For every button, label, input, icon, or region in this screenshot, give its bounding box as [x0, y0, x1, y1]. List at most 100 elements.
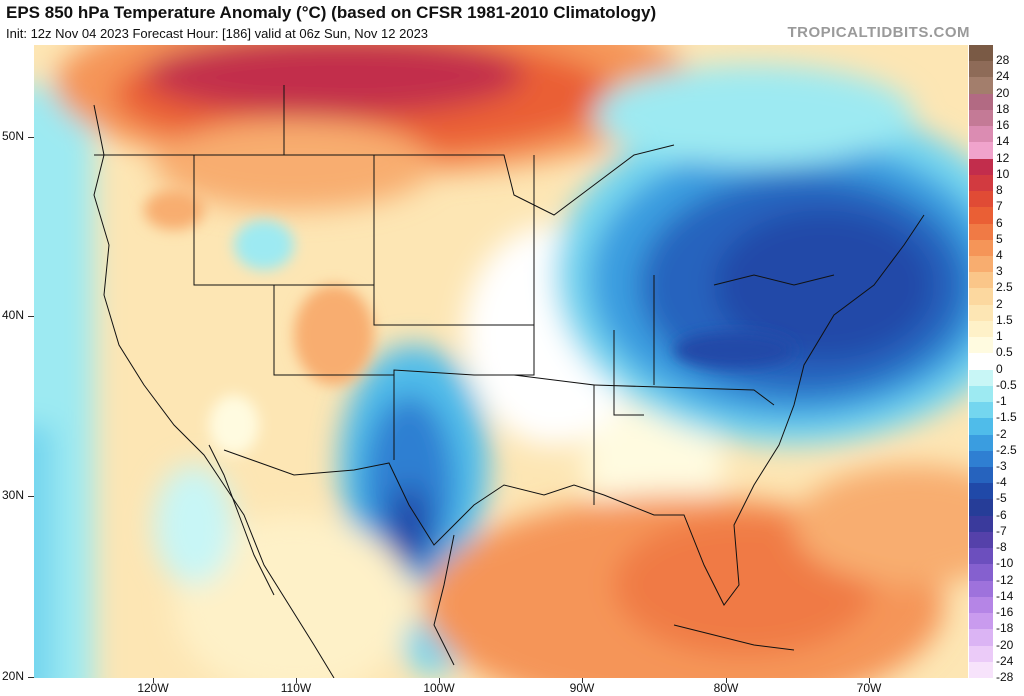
colorbar-swatch	[969, 499, 993, 517]
colorbar-label: 7	[996, 199, 1003, 214]
colorbar-label: 8	[996, 183, 1003, 198]
colorbar-label: -3	[996, 459, 1007, 473]
colorbar-swatch	[969, 288, 993, 306]
colorbar-label: 0.5	[996, 345, 1013, 360]
colorbar-swatch	[969, 515, 993, 533]
colorbar-swatch	[969, 61, 993, 78]
lat-label: 40N	[2, 308, 25, 322]
colorbar-label: -1.5	[996, 410, 1017, 425]
colorbar-swatch	[969, 109, 993, 127]
colorbar-label: 28	[996, 53, 1010, 68]
colorbar-swatch	[969, 385, 993, 403]
colorbar-label: 12	[996, 150, 1010, 165]
colorbar-swatch	[969, 483, 993, 500]
anomaly-map	[34, 45, 968, 678]
colorbar-label: 14	[996, 134, 1010, 149]
colorbar-swatch	[969, 661, 993, 679]
colorbar-label: -12	[996, 572, 1014, 587]
colorbar-label: 16	[996, 118, 1010, 133]
lat-tick	[28, 137, 34, 138]
lon-label: 100W	[423, 681, 455, 695]
lon-label: 120W	[137, 681, 169, 695]
colorbar-swatch	[969, 223, 993, 241]
colorbar-swatch	[969, 207, 993, 225]
colorbar-label: -24	[996, 653, 1014, 668]
colorbar-swatch	[969, 434, 993, 452]
colorbar-swatch	[969, 629, 993, 647]
colorbar-label: 2.5	[996, 280, 1013, 295]
lat-label: 30N	[2, 488, 25, 502]
colorbar-swatch	[969, 531, 993, 549]
lon-tick	[869, 678, 870, 683]
colorbar-swatch	[969, 402, 993, 419]
colorbar-label: -14	[996, 588, 1014, 603]
colorbar-label: -18	[996, 621, 1014, 636]
colorbar-swatch	[969, 158, 993, 176]
colorbar-swatch	[969, 645, 993, 663]
lat-tick	[28, 316, 34, 317]
colorbar-label: -7	[996, 523, 1007, 538]
colorbar-label: -6	[996, 507, 1007, 522]
colorbar-label: -1	[996, 394, 1007, 409]
anomaly-map-canvas	[34, 45, 968, 678]
lon-label: 90W	[569, 681, 595, 695]
lat-label: 20N	[2, 669, 25, 683]
lon-tick	[153, 678, 154, 683]
lon-tick	[439, 678, 440, 683]
colorbar-label: -4	[996, 475, 1007, 490]
colorbar-label: -20	[996, 637, 1014, 652]
colorbar-label: 0	[996, 361, 1003, 376]
lon-label: 110W	[280, 681, 312, 695]
colorbar-swatch	[969, 467, 993, 484]
forecast-info: Init: 12z Nov 04 2023 Forecast Hour: [18…	[6, 26, 429, 41]
colorbar-label: 2	[996, 296, 1003, 311]
colorbar-swatch	[969, 126, 993, 143]
colorbar-label: 20	[996, 85, 1010, 100]
site-watermark: TROPICALTIDBITS.COM	[787, 24, 970, 41]
lon-tick	[296, 678, 297, 683]
map-title: EPS 850 hPa Temperature Anomaly (°C) (ba…	[6, 3, 657, 22]
colorbar-swatch	[969, 77, 993, 95]
colorbar-label: 6	[996, 215, 1003, 230]
lon-tick	[582, 678, 583, 683]
colorbar-swatch	[969, 548, 993, 565]
colorbar-label: 4	[996, 248, 1003, 262]
colorbar-swatch	[969, 596, 993, 614]
colorbar-label: -0.5	[996, 377, 1017, 392]
colorbar-label: 1.5	[996, 312, 1013, 327]
colorbar-label: 18	[996, 101, 1010, 116]
colorbar-swatch	[969, 353, 993, 371]
lat-tick	[28, 677, 34, 678]
colorbar-swatch	[969, 613, 993, 630]
colorbar-swatch	[969, 304, 993, 322]
colorbar-swatch	[969, 580, 993, 598]
colorbar-swatch	[969, 191, 993, 208]
colorbar-label: -2.5	[996, 442, 1017, 457]
anomaly-detail	[144, 190, 794, 455]
colorbar-label: -16	[996, 605, 1014, 620]
colorbar-swatch	[969, 174, 993, 192]
colorbar-swatch	[969, 418, 993, 436]
colorbar-label: 5	[996, 231, 1003, 246]
colorbar-swatch	[969, 320, 993, 338]
colorbar	[969, 45, 993, 679]
colorbar-swatch	[969, 272, 993, 289]
colorbar-label: 1	[996, 329, 1003, 344]
colorbar-label: -2	[996, 426, 1007, 441]
colorbar-label: -10	[996, 556, 1014, 571]
colorbar-label: -5	[996, 491, 1007, 506]
colorbar-swatch	[969, 369, 993, 387]
lon-label: 80W	[713, 681, 739, 695]
colorbar-swatch	[969, 564, 993, 582]
colorbar-swatch	[969, 239, 993, 257]
lon-label: 70W	[856, 681, 882, 695]
colorbar-swatch	[969, 45, 993, 62]
colorbar-swatch	[969, 93, 993, 111]
colorbar-label: -28	[996, 670, 1014, 684]
lat-tick	[28, 496, 34, 497]
colorbar-swatch	[969, 142, 993, 160]
lat-label: 50N	[2, 129, 25, 143]
colorbar-swatch	[969, 450, 993, 468]
map-boundaries	[93, 85, 925, 678]
colorbar-swatch	[969, 337, 993, 354]
